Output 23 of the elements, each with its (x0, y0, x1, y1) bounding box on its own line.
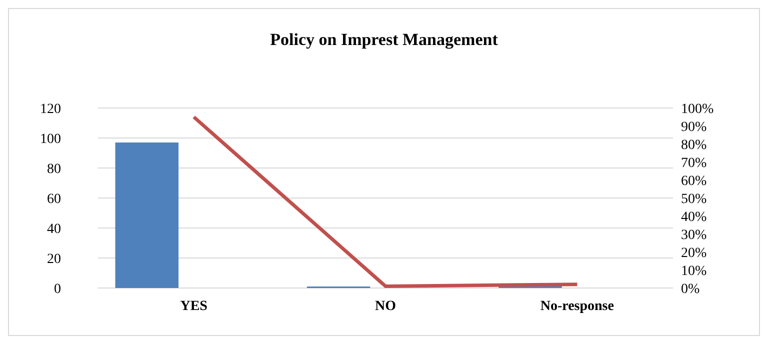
y2-tick-label: 10% (681, 264, 707, 279)
y-tick-label: 80 (47, 162, 61, 177)
y-tick-label: 100 (40, 132, 61, 147)
y-tick-label: 60 (47, 192, 61, 207)
y2-tick-label: 100% (681, 102, 714, 117)
y2-tick-label: 20% (681, 246, 707, 261)
x-tick-label: No-response (540, 299, 614, 314)
y2-tick-label: 70% (681, 156, 707, 171)
y2-tick-label: 40% (681, 210, 707, 225)
y2-tick-label: 50% (681, 192, 707, 207)
y2-tick-label: 0% (681, 282, 700, 297)
chart-title: Policy on Imprest Management (270, 30, 498, 49)
y-tick-label: 0 (54, 282, 61, 297)
y2-tick-label: 80% (681, 138, 707, 153)
y-tick-label: 20 (47, 252, 61, 267)
x-tick-label: NO (375, 299, 396, 314)
y-tick-label: 40 (47, 222, 61, 237)
y2-tick-label: 90% (681, 120, 707, 135)
bar (115, 142, 178, 288)
x-tick-label: YES (180, 299, 208, 314)
y2-tick-label: 30% (681, 228, 707, 243)
y-tick-label: 120 (40, 102, 61, 117)
y2-tick-label: 60% (681, 174, 707, 189)
